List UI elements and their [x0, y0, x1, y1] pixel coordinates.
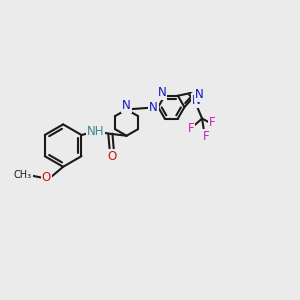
Text: N: N	[149, 100, 158, 114]
Text: CH₃: CH₃	[14, 170, 32, 180]
Text: O: O	[42, 172, 51, 184]
Text: NH: NH	[87, 125, 104, 138]
Text: F: F	[202, 130, 209, 143]
Text: N: N	[192, 94, 201, 107]
Text: F: F	[209, 116, 216, 130]
Text: N: N	[195, 88, 203, 101]
Text: N: N	[158, 86, 166, 99]
Text: N: N	[122, 99, 131, 112]
Text: F: F	[188, 122, 194, 135]
Text: O: O	[107, 150, 116, 163]
